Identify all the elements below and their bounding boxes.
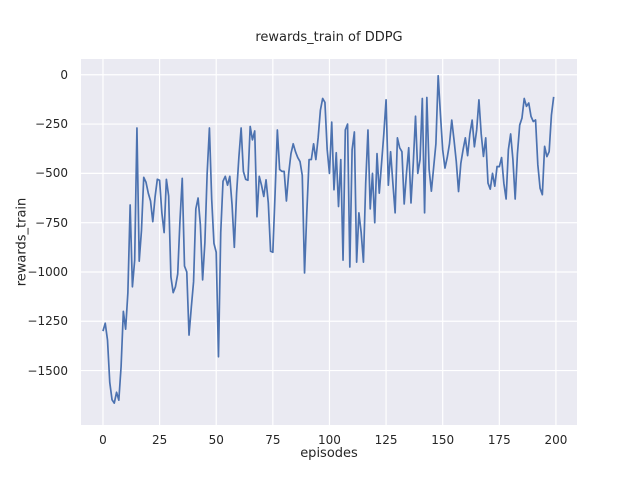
x-tick-label: 100 bbox=[317, 433, 341, 447]
x-tick-label: 150 bbox=[431, 433, 455, 447]
x-tick-label: 0 bbox=[99, 433, 107, 447]
x-tick-label: 25 bbox=[151, 433, 168, 447]
x-axis-label: episodes bbox=[300, 446, 358, 461]
y-tick-label: −1000 bbox=[27, 264, 68, 279]
y-tick-label: 0 bbox=[60, 67, 68, 82]
y-tick-label: −250 bbox=[35, 117, 68, 132]
x-tick-label: 200 bbox=[544, 433, 568, 447]
y-tick-label: −1500 bbox=[27, 363, 68, 378]
y-tick-label: −1250 bbox=[27, 314, 68, 329]
x-tick-label: 75 bbox=[265, 433, 281, 447]
plot-area bbox=[81, 59, 577, 425]
line-chart-svg bbox=[81, 59, 577, 425]
rewards-line-series bbox=[102, 74, 555, 404]
x-tick-label: 125 bbox=[374, 433, 398, 447]
chart-title: rewards_train of DDPG bbox=[255, 30, 403, 45]
x-tick-label: 175 bbox=[487, 433, 511, 447]
y-tick-label: −750 bbox=[35, 215, 68, 230]
x-tick-label: 50 bbox=[208, 433, 224, 447]
gridlines bbox=[81, 59, 577, 425]
y-tick-label: −500 bbox=[35, 166, 68, 181]
